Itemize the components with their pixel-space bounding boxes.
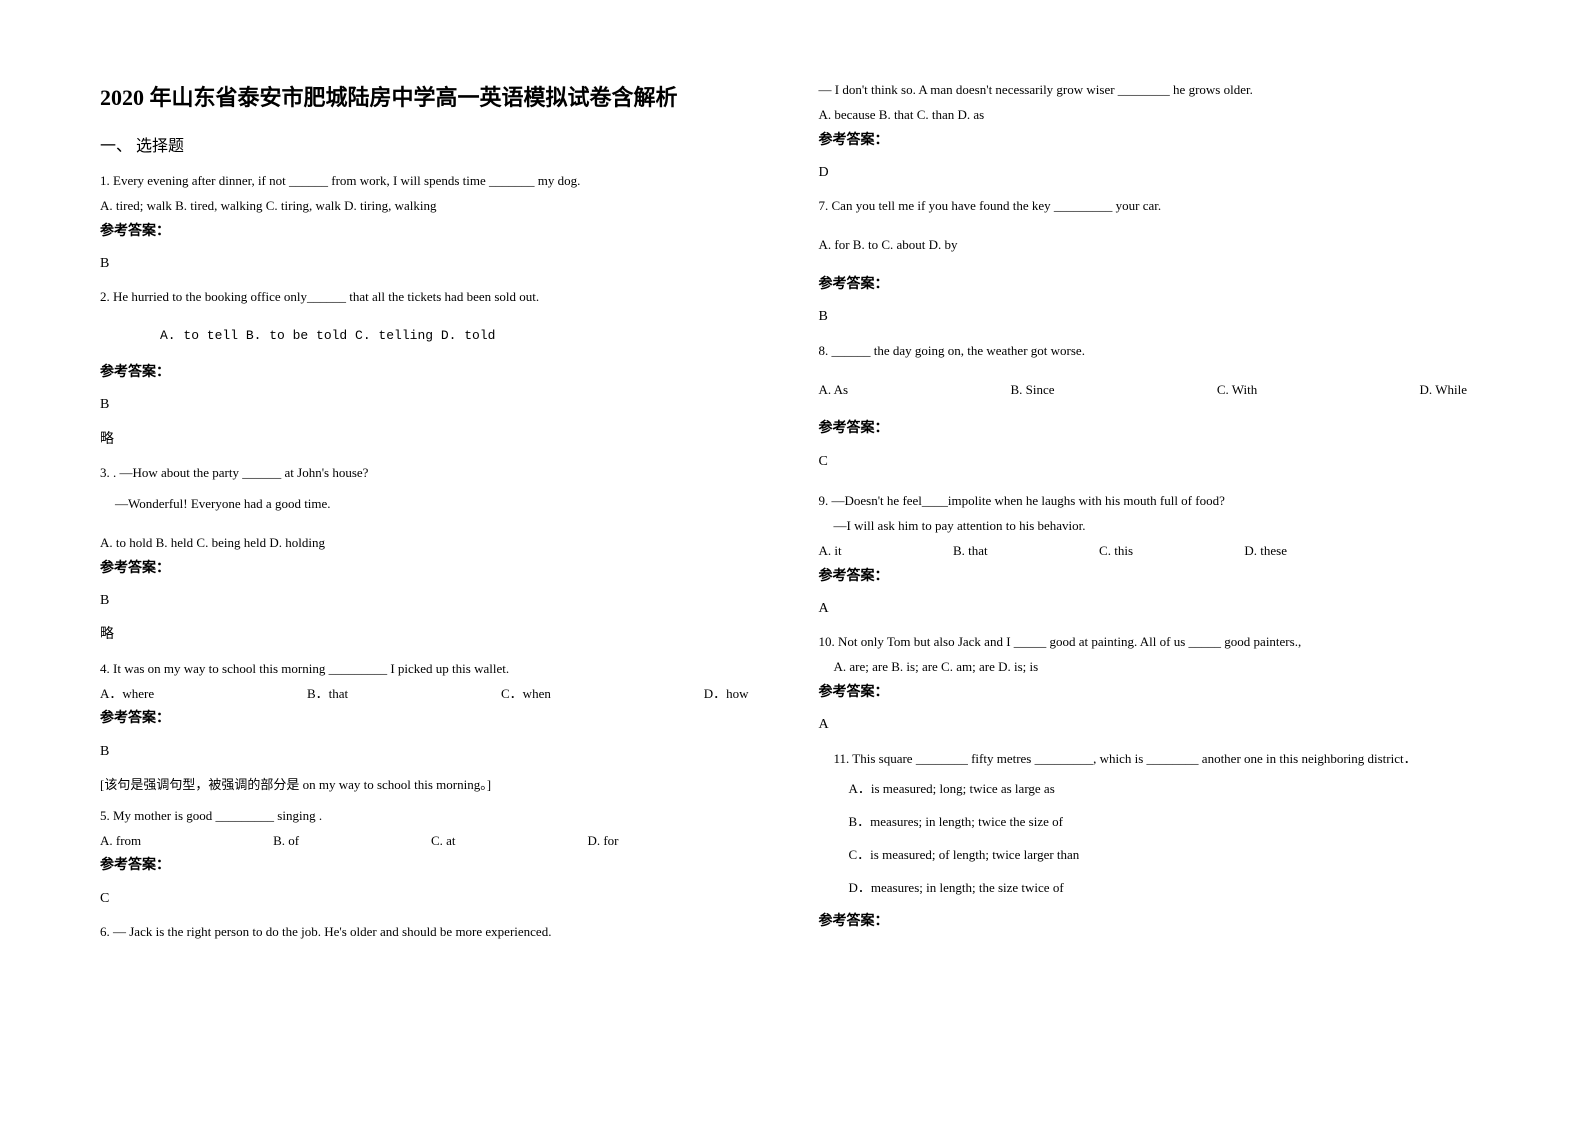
q3-text2: —Wonderful! Everyone had a good time. xyxy=(100,494,769,515)
question-2: 2. He hurried to the booking office only… xyxy=(100,287,769,451)
question-10: 10. Not only Tom but also Jack and I ___… xyxy=(819,632,1488,736)
q8-text: 8. ______ the day going on, the weather … xyxy=(819,341,1488,362)
q7-answer-label: 参考答案： xyxy=(819,274,1488,296)
question-8: 8. ______ the day going on, the weather … xyxy=(819,341,1488,473)
q2-options: A. to tell B. to be told C. telling D. t… xyxy=(100,326,769,347)
question-6-part2: — I don't think so. A man doesn't necess… xyxy=(819,80,1488,184)
q4-text: 4. It was on my way to school this morni… xyxy=(100,659,769,680)
q2-answer-label: 参考答案： xyxy=(100,362,769,384)
q1-answer: B xyxy=(100,253,769,275)
q8-opt-a: A. As xyxy=(819,380,849,401)
q4-answer-label: 参考答案： xyxy=(100,708,769,730)
q5-opt-c: C. at xyxy=(431,831,456,852)
q7-options: A. for B. to C. about D. by xyxy=(819,235,1488,256)
q4-opt-c: C．when xyxy=(501,684,551,705)
right-column: — I don't think so. A man doesn't necess… xyxy=(819,80,1488,951)
question-4: 4. It was on my way to school this morni… xyxy=(100,659,769,796)
q11-opt-b: B．measures; in length; twice the size of xyxy=(849,812,1488,833)
q9-answer: A xyxy=(819,598,1488,620)
q9-opt-b: B. that xyxy=(953,541,988,562)
section-heading: 一、 选择题 xyxy=(100,132,769,156)
q3-answer: B xyxy=(100,590,769,612)
exam-title: 2020 年山东省泰安市肥城陆房中学高一英语模拟试卷含解析 xyxy=(100,80,769,112)
q11-text: 11. This square ________ fifty metres __… xyxy=(819,749,1488,770)
q4-note: [该句是强调句型，被强调的部分是 on my way to school thi… xyxy=(100,775,769,796)
q9-opt-c: C. this xyxy=(1099,541,1133,562)
q1-answer-label: 参考答案： xyxy=(100,221,769,243)
q3-options: A. to hold B. held C. being held D. hold… xyxy=(100,533,769,554)
question-11: 11. This square ________ fifty metres __… xyxy=(819,749,1488,933)
question-6-part1: 6. — Jack is the right person to do the … xyxy=(100,922,769,943)
q8-answer: C xyxy=(819,451,1488,473)
q6-options: A. because B. that C. than D. as xyxy=(819,105,1488,126)
q9-opt-a: A. it xyxy=(819,541,842,562)
q8-options: A. As B. Since C. With D. While xyxy=(819,380,1488,401)
q9-answer-label: 参考答案： xyxy=(819,566,1488,588)
q5-opt-a: A. from xyxy=(100,831,141,852)
q4-opt-b: B．that xyxy=(307,684,348,705)
q10-options: A. are; are B. is; are C. am; are D. is;… xyxy=(819,657,1488,678)
q3-answer-label: 参考答案： xyxy=(100,558,769,580)
q4-opt-a: A．where xyxy=(100,684,154,705)
q5-answer: C xyxy=(100,888,769,910)
q9-text2: —I will ask him to pay attention to his … xyxy=(819,516,1488,537)
q6-answer: D xyxy=(819,162,1488,184)
q10-answer: A xyxy=(819,714,1488,736)
q4-options: A．where B．that C．when D．how xyxy=(100,684,769,705)
q2-text: 2. He hurried to the booking office only… xyxy=(100,287,769,308)
q7-answer: B xyxy=(819,306,1488,328)
q11-opt-c: C．is measured; of length; twice larger t… xyxy=(849,845,1488,866)
question-1: 1. Every evening after dinner, if not __… xyxy=(100,171,769,275)
q11-opt-d: D．measures; in length; the size twice of xyxy=(849,878,1488,899)
q7-text: 7. Can you tell me if you have found the… xyxy=(819,196,1488,217)
q6-text2: — I don't think so. A man doesn't necess… xyxy=(819,80,1488,101)
q5-text: 5. My mother is good _________ singing . xyxy=(100,806,769,827)
q11-opt-a: A．is measured; long; twice as large as xyxy=(849,779,1488,800)
q8-opt-c: C. With xyxy=(1217,380,1257,401)
q11-options: A．is measured; long; twice as large as B… xyxy=(819,779,1488,898)
q1-text: 1. Every evening after dinner, if not __… xyxy=(100,171,769,192)
q5-opt-d: D. for xyxy=(587,831,618,852)
q9-opt-d: D. these xyxy=(1244,541,1287,562)
q11-answer-label: 参考答案： xyxy=(819,911,1488,933)
left-column: 2020 年山东省泰安市肥城陆房中学高一英语模拟试卷含解析 一、 选择题 1. … xyxy=(100,80,769,951)
q4-answer: B xyxy=(100,741,769,763)
q3-note: 略 xyxy=(100,624,769,646)
q5-opt-b: B. of xyxy=(273,831,299,852)
q9-options: A. it B. that C. this D. these xyxy=(819,541,1488,562)
q4-opt-d: D．how xyxy=(704,684,749,705)
q9-text1: 9. —Doesn't he feel____impolite when he … xyxy=(819,491,1488,512)
q8-answer-label: 参考答案： xyxy=(819,418,1488,440)
question-7: 7. Can you tell me if you have found the… xyxy=(819,196,1488,328)
q8-opt-b: B. Since xyxy=(1010,380,1054,401)
question-5: 5. My mother is good _________ singing .… xyxy=(100,806,769,910)
q6-text1: 6. — Jack is the right person to do the … xyxy=(100,922,769,943)
q6-answer-label: 参考答案： xyxy=(819,130,1488,152)
q8-opt-d: D. While xyxy=(1420,380,1467,401)
q5-options: A. from B. of C. at D. for xyxy=(100,831,769,852)
question-9: 9. —Doesn't he feel____impolite when he … xyxy=(819,491,1488,620)
question-3: 3. . —How about the party ______ at John… xyxy=(100,463,769,647)
q5-answer-label: 参考答案： xyxy=(100,855,769,877)
q2-answer: B xyxy=(100,394,769,416)
q1-options: A. tired; walk B. tired, walking C. tiri… xyxy=(100,196,769,217)
q2-note: 略 xyxy=(100,429,769,451)
q3-text1: 3. . —How about the party ______ at John… xyxy=(100,463,769,484)
q10-answer-label: 参考答案： xyxy=(819,682,1488,704)
q10-text: 10. Not only Tom but also Jack and I ___… xyxy=(819,632,1488,653)
